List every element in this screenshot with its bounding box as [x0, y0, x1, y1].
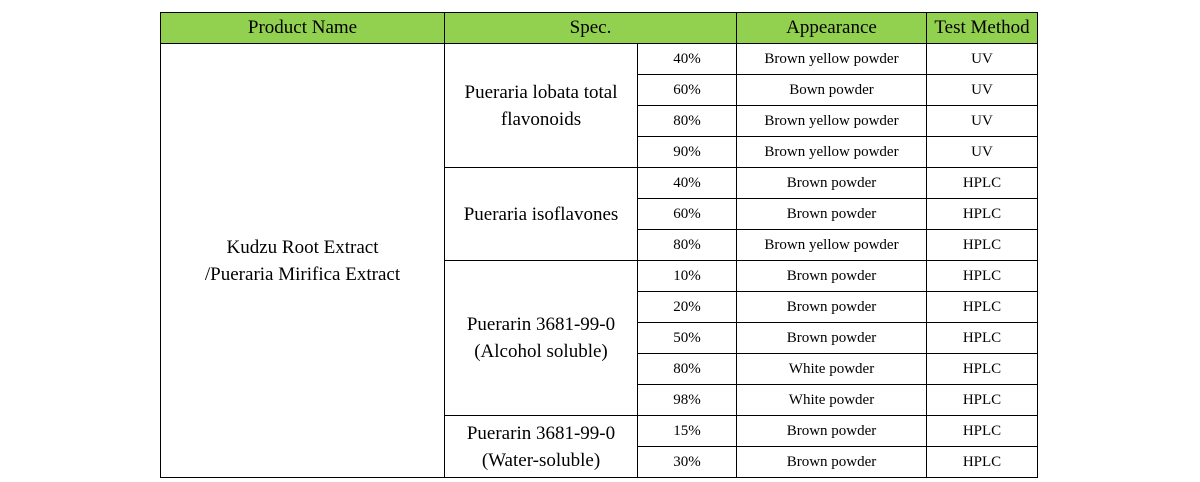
appearance-cell: White powder	[736, 384, 927, 416]
appearance-cell: Brown yellow powder	[736, 229, 927, 261]
table-row: 80% Brown yellow powder UV	[161, 105, 1038, 137]
spec-value-cell: 40%	[637, 167, 737, 199]
header-test-method: Test Method	[926, 12, 1038, 44]
spec-group-name: Pueraria isoflavones	[463, 203, 619, 225]
spec-value-cell: 80%	[637, 105, 737, 137]
appearance-cell: Brown yellow powder	[736, 43, 927, 75]
test-method-cell: HPLC	[926, 167, 1038, 199]
spec-value-cell: 30%	[637, 446, 737, 478]
test-method-cell: HPLC	[926, 353, 1038, 385]
appearance-cell: Brown powder	[736, 322, 927, 354]
spec-value-cell: 50%	[637, 322, 737, 354]
spec-group-name: Puerarin 3681-99-0 (Alcohol soluble)	[466, 314, 616, 362]
test-method-cell: UV	[926, 74, 1038, 106]
table-header: Product Name Spec. Appearance Test Metho…	[160, 12, 1038, 44]
appearance-cell: Brown yellow powder	[736, 105, 927, 137]
test-method-cell: UV	[926, 43, 1038, 75]
table-row: Puerarin 3681-99-0 (Alcohol soluble) 10% B…	[161, 260, 1038, 416]
spec-value-cell: 90%	[637, 136, 737, 168]
table-row: 80% Brown yellow powder HPLC	[161, 229, 1038, 261]
test-method-cell: HPLC	[926, 198, 1038, 230]
test-method-cell: HPLC	[926, 291, 1038, 323]
spec-value-cell: 80%	[637, 353, 737, 385]
spec-value-cell: 10%	[637, 260, 737, 292]
spec-group-name: Puerarin 3681-99-0 (Water-soluble)	[466, 422, 616, 471]
test-method-cell: UV	[926, 105, 1038, 137]
product-name-cell: Kudzu Root Extract /Pueraria Mirifica Ex…	[160, 43, 445, 478]
test-method-cell: HPLC	[926, 322, 1038, 354]
appearance-cell: Brown powder	[736, 446, 927, 478]
spec-group-cell: Puerarin 3681-99-0 (Alcohol soluble)	[444, 260, 638, 416]
test-method-cell: HPLC	[926, 229, 1038, 261]
table-row: 60% Brown powder HPLC	[161, 198, 1038, 230]
appearance-cell: White powder	[736, 353, 927, 385]
appearance-cell: Brown yellow powder	[736, 136, 927, 168]
table-row: 30% Brown powder HPLC	[161, 446, 1038, 478]
appearance-cell: Brown powder	[736, 415, 927, 447]
test-method-cell: HPLC	[926, 446, 1038, 478]
test-method-cell: HPLC	[926, 260, 1038, 292]
spec-table: Product Name Spec. Appearance Test Metho…	[160, 12, 1038, 478]
spec-value-cell: 60%	[637, 198, 737, 230]
appearance-cell: Brown powder	[736, 167, 927, 199]
appearance-cell: Brown powder	[736, 198, 927, 230]
table-row: 90% Brown yellow powder UV	[161, 136, 1038, 168]
spec-value-cell: 60%	[637, 74, 737, 106]
spec-group-cell: Pueraria lobata total flavonoids	[444, 43, 638, 168]
header-product-name: Product Name	[160, 12, 445, 44]
spec-value-cell: 80%	[637, 229, 737, 261]
test-method-cell: HPLC	[926, 384, 1038, 416]
table-row: Puerarin 3681-99-0 (Water-soluble) 15% Bro…	[161, 415, 1038, 478]
spec-value-cell: 20%	[637, 291, 737, 323]
spec-group-cell: Pueraria isoflavones	[444, 167, 638, 261]
table-body: Kudzu Root Extract /Pueraria Mirifica Ex…	[160, 43, 1038, 478]
spec-value-cell: 40%	[637, 43, 737, 75]
appearance-cell: Brown powder	[736, 260, 927, 292]
product-name-text: Kudzu Root Extract /Pueraria Mirifica Ex…	[204, 236, 401, 285]
header-spec: Spec.	[444, 12, 737, 44]
appearance-cell: Brown powder	[736, 291, 927, 323]
table-row: 98% White powder HPLC	[161, 384, 1038, 416]
appearance-cell: Bown powder	[736, 74, 927, 106]
table-row: 60% Bown powder UV	[161, 74, 1038, 106]
header-appearance: Appearance	[736, 12, 927, 44]
test-method-cell: HPLC	[926, 415, 1038, 447]
spec-value-cell: 15%	[637, 415, 737, 447]
spec-group-cell: Puerarin 3681-99-0 (Water-soluble)	[444, 415, 638, 478]
spec-value-cell: 98%	[637, 384, 737, 416]
table-row: 20% Brown powder HPLC	[161, 291, 1038, 323]
header-row: Product Name Spec. Appearance Test Metho…	[160, 12, 1038, 44]
spec-group-name: Pueraria lobata total flavonoids	[464, 81, 618, 130]
test-method-cell: UV	[926, 136, 1038, 168]
table-row: Kudzu Root Extract /Pueraria Mirifica Ex…	[160, 43, 1038, 478]
